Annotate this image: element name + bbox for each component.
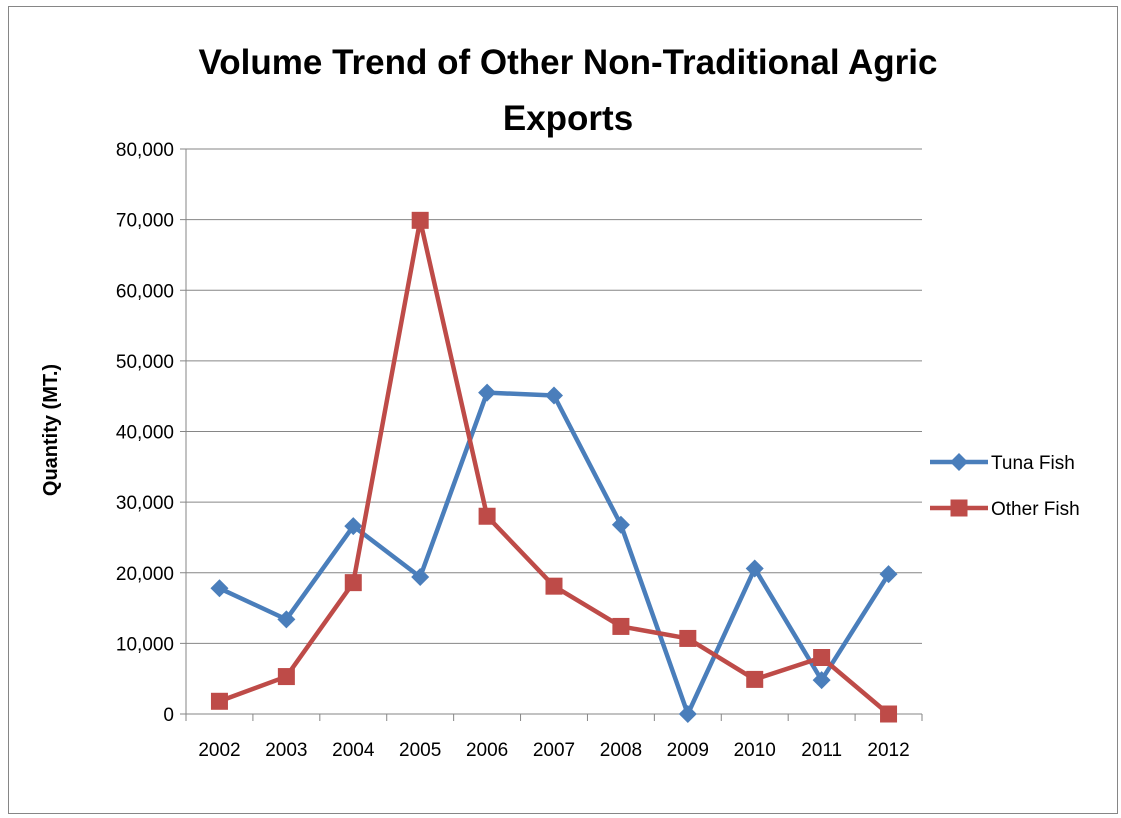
series-line [218, 218, 890, 716]
x-tick-labels: 2002 2003 2004 2005 2006 2007 2008 2009 2010 2011… [198, 740, 909, 761]
legend-entry: Tuna Fish [930, 453, 1075, 474]
y-tick-label: 30,000 [116, 493, 174, 514]
y-tick-label: 70,000 [116, 211, 174, 232]
x-tick-label: 2005 [399, 740, 441, 761]
data-point [478, 507, 496, 525]
data-point [545, 577, 563, 595]
data-point [210, 579, 229, 598]
data-point [812, 671, 831, 690]
legend-marker [950, 453, 968, 471]
data-point [879, 565, 898, 584]
x-tick-label: 2009 [667, 740, 709, 761]
data-point [745, 559, 764, 578]
y-tick-labels: 0 10,000 20,000 30,000 40,000 50,000 60,000 70,… [116, 140, 174, 726]
data-point [277, 668, 295, 686]
data-point [746, 670, 764, 688]
series-lines [210, 211, 898, 723]
data-point [880, 705, 898, 723]
data-point [478, 383, 497, 402]
x-tick-label: 2011 [801, 740, 842, 761]
data-point [611, 515, 630, 534]
legend-label: Other Fish [991, 499, 1080, 520]
data-point [813, 649, 831, 666]
legend-marker [950, 499, 968, 517]
axes [180, 148, 923, 721]
data-point [678, 705, 697, 723]
x-tick-label: 2006 [466, 740, 508, 761]
x-tick-label: 2007 [533, 740, 575, 761]
y-tick-label: 80,000 [116, 140, 174, 161]
y-axis-label: Quantity (MT.) [40, 364, 62, 496]
legend: Tuna Fish Other Fish [930, 453, 1080, 520]
x-tick-label: 2003 [265, 740, 307, 761]
x-tick-label: 2002 [198, 740, 240, 761]
x-tick-label: 2004 [332, 740, 375, 761]
y-tick-label: 10,000 [116, 634, 174, 655]
x-tick-label: 2010 [734, 740, 776, 761]
data-point [612, 617, 630, 635]
chart-title-line-2: Exports [503, 99, 633, 138]
data-point [344, 517, 363, 536]
chart-title-line-1: Volume Trend of Other Non-Traditional Ag… [199, 43, 938, 82]
data-point [277, 610, 296, 629]
x-tick-label: 2008 [600, 740, 642, 761]
data-point [344, 574, 362, 592]
legend-entry: Other Fish [930, 499, 1080, 520]
y-tick-label: 40,000 [116, 423, 174, 444]
y-tick-label: 20,000 [116, 564, 174, 585]
data-point [411, 211, 429, 229]
data-point [679, 629, 697, 647]
y-tick-label: 60,000 [116, 281, 174, 302]
legend-label: Tuna Fish [991, 453, 1075, 474]
data-point [411, 567, 430, 586]
x-tick-label: 2012 [867, 740, 909, 761]
data-point [210, 692, 228, 710]
series-tuna-fish [210, 383, 898, 723]
series-line [218, 390, 891, 717]
y-tick-label: 0 [163, 705, 174, 726]
series-other-fish [210, 211, 898, 723]
data-point [545, 386, 563, 405]
y-tick-label: 50,000 [116, 352, 174, 373]
